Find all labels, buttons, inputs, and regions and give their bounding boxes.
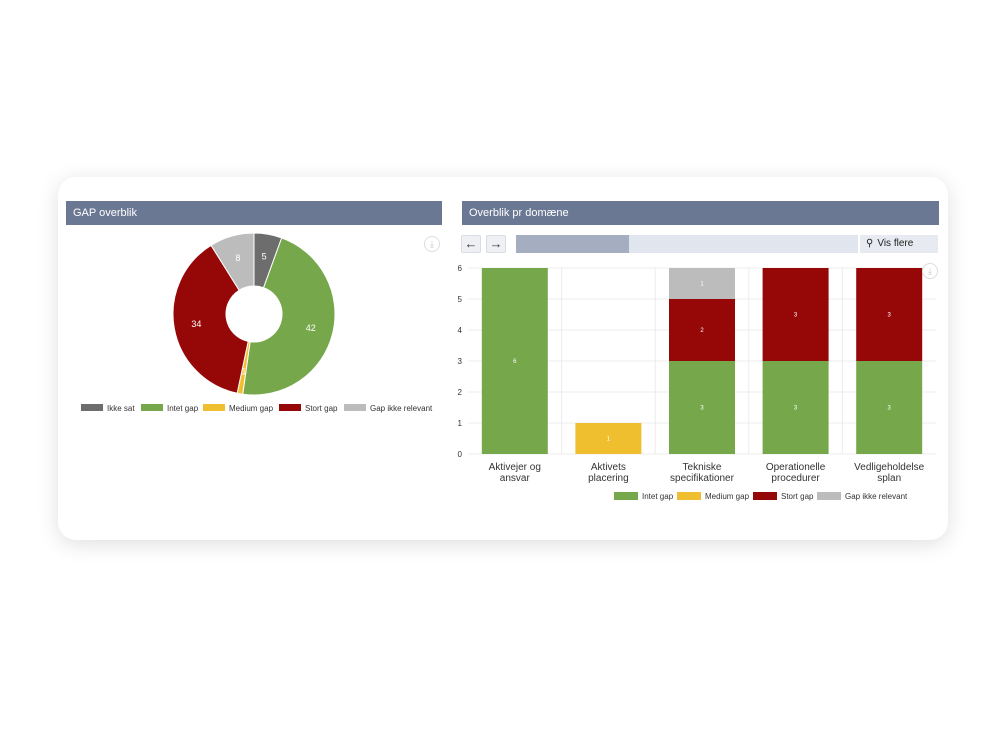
x-tick-label: Vedligeholdelse (854, 462, 924, 473)
chart-scrollbar[interactable] (516, 235, 858, 253)
bar-data-label: 3 (888, 313, 892, 319)
legend-swatch (817, 492, 841, 500)
legend-swatch (753, 492, 777, 500)
bar-segment[interactable] (669, 361, 735, 454)
pie-data-label: 8 (235, 253, 240, 263)
vis-flere-label: Vis flere (877, 238, 914, 249)
domain-overview-header: Overblik pr domæne (462, 201, 939, 225)
bar-segment[interactable] (575, 423, 642, 454)
pie-data-label: 42 (306, 323, 316, 333)
zoom-icon: ⚲ (866, 238, 874, 249)
y-tick-label: 5 (458, 295, 463, 304)
pie-slice[interactable] (172, 244, 249, 394)
pie-data-label: 34 (191, 319, 201, 329)
y-tick-label: 6 (458, 264, 463, 273)
bar-data-label: 2 (700, 328, 704, 334)
vis-flere-button[interactable]: ⚲ Vis flere (860, 235, 938, 253)
legend-label: Intet gap (167, 404, 199, 413)
x-tick-label: Operationelle (766, 462, 826, 473)
x-tick-label: placering (588, 473, 629, 484)
legend-swatch (344, 404, 366, 411)
download-icon[interactable]: ⤓ (922, 263, 938, 279)
legend-swatch (141, 404, 163, 411)
arrow-right-icon[interactable]: → (486, 235, 506, 253)
legend-label: Ikke sat (107, 404, 135, 413)
bar-data-label: 3 (888, 406, 892, 412)
x-tick-label: specifikationer (670, 473, 735, 484)
gap-overview-header: GAP overblik (66, 201, 442, 225)
dashboard-card: GAP overblik Overblik pr domæne ⤓ 5 42 1 34… (58, 177, 948, 540)
gap-overview-donut-chart: 5 42 1 34 8 Ikke sat Intet gap Medium gap Stort … (81, 232, 433, 413)
legend-label: Medium gap (229, 404, 274, 413)
bar-data-label: 1 (700, 282, 704, 288)
x-tick-label: Aktivets (591, 462, 626, 473)
legend-swatch (203, 404, 225, 411)
legend-label: Intet gap (642, 492, 674, 501)
x-tick-label: ansvar (500, 473, 531, 484)
legend-item[interactable]: Gap ikke relevant (817, 492, 908, 501)
x-tick-label: splan (877, 473, 901, 484)
legend-item[interactable]: Stort gap (279, 404, 338, 413)
bar-data-label: 3 (794, 313, 798, 319)
bar-segment[interactable] (856, 361, 923, 454)
legend-item[interactable]: Medium gap (677, 492, 750, 501)
legend-swatch (81, 404, 103, 411)
download-icon[interactable]: ⤓ (424, 236, 440, 252)
legend-item[interactable]: Medium gap (203, 404, 274, 413)
pie-slice[interactable] (242, 237, 336, 396)
legend-label: Gap ikke relevant (370, 404, 433, 413)
bar-data-label: 3 (794, 406, 798, 412)
scrollbar-thumb[interactable] (516, 235, 629, 253)
bar-segment[interactable] (669, 299, 735, 361)
legend-label: Medium gap (705, 492, 750, 501)
legend-item[interactable]: Intet gap (141, 404, 199, 413)
bar-data-label: 6 (513, 359, 517, 365)
legend-item[interactable]: Ikke sat (81, 404, 135, 413)
bar-segment[interactable] (481, 268, 548, 454)
bar-data-label: 1 (607, 437, 611, 443)
bar-segment[interactable] (762, 268, 829, 361)
legend-item[interactable]: Stort gap (753, 492, 814, 501)
x-tick-label: Tekniske (683, 462, 722, 473)
y-tick-label: 1 (458, 419, 463, 428)
x-tick-label: Aktivejer og (489, 462, 541, 473)
legend-label: Stort gap (305, 404, 338, 413)
y-tick-label: 2 (458, 388, 463, 397)
pie-data-label: 5 (262, 251, 267, 261)
legend-swatch (279, 404, 301, 411)
legend-item[interactable]: Intet gap (614, 492, 674, 501)
y-tick-label: 3 (458, 357, 463, 366)
legend-item[interactable]: Gap ikke relevant (344, 404, 433, 413)
legend-swatch (677, 492, 701, 500)
pie-data-label: 1 (241, 367, 246, 377)
y-tick-label: 4 (458, 326, 463, 335)
arrow-left-icon[interactable]: ← (461, 235, 481, 253)
x-tick-label: procedurer (771, 473, 820, 484)
bar-data-label: 3 (700, 406, 704, 412)
legend-label: Stort gap (781, 492, 814, 501)
legend-label: Gap ikke relevant (845, 492, 908, 501)
bar-segment[interactable] (856, 268, 923, 361)
y-tick-label: 0 (458, 450, 463, 459)
bar-segment[interactable] (762, 361, 829, 454)
legend-swatch (614, 492, 638, 500)
pie-slice[interactable] (210, 232, 255, 291)
bar-segment[interactable] (669, 268, 735, 299)
